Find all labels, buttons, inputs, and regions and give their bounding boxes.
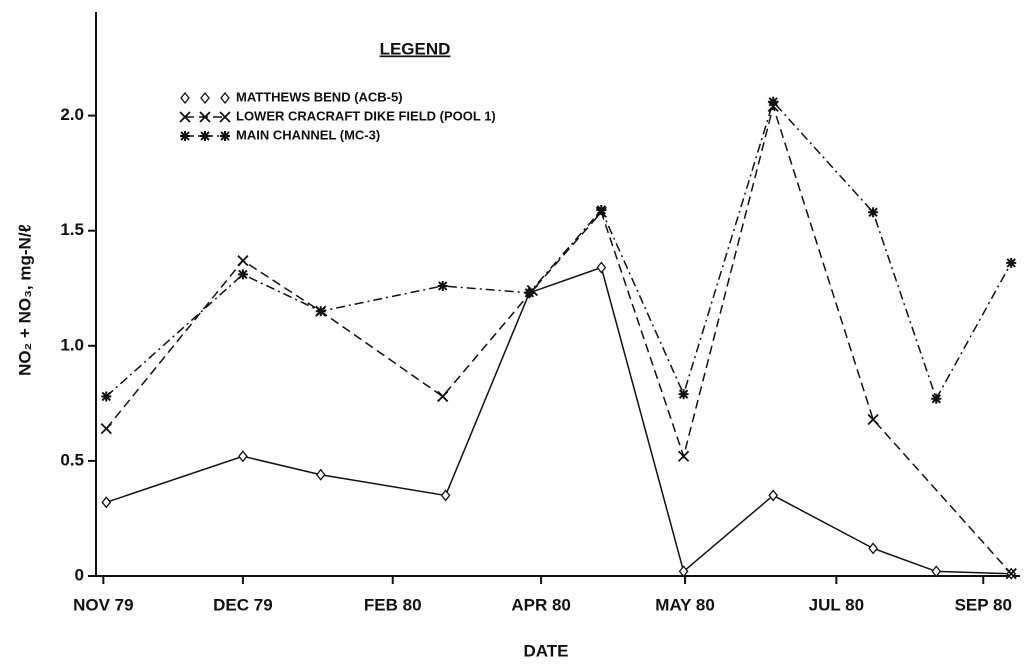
marker (678, 565, 689, 578)
y-axis-label: NO₂ + NO₃, mg-N/ℓ (15, 224, 34, 376)
marker (931, 565, 942, 578)
x-tick-label: FEB 80 (364, 595, 422, 614)
legend-marker (220, 91, 230, 105)
y-tick-label: 1.5 (60, 220, 84, 239)
marker (678, 389, 689, 400)
x-tick-label: SEP 80 (955, 595, 1012, 614)
x-tick-label: JUL 80 (809, 595, 864, 614)
marker (100, 423, 112, 435)
marker (1005, 568, 1017, 580)
marker (237, 254, 249, 267)
legend-marker (200, 131, 210, 141)
y-tick-label: 1.0 (60, 335, 84, 354)
legend-marker (179, 111, 191, 123)
marker (524, 287, 535, 298)
legend-marker (219, 111, 231, 123)
marker (238, 450, 248, 463)
series-line (105, 103, 1012, 575)
legend-label: MATTHEWS BEND (ACB-5) (236, 89, 403, 104)
legend-marker (199, 111, 211, 123)
marker (315, 306, 326, 317)
marker (437, 390, 449, 403)
legend-marker (220, 131, 230, 141)
x-tick-label: NOV 79 (73, 595, 133, 614)
marker (677, 450, 690, 462)
marker (868, 207, 879, 218)
marker (596, 204, 607, 215)
marker (931, 393, 942, 404)
marker (440, 489, 451, 502)
legend-marker (180, 131, 190, 141)
marker (101, 496, 112, 509)
marker (868, 542, 878, 555)
x-tick-label: DEC 79 (213, 595, 273, 614)
y-tick-label: 2.0 (60, 105, 84, 124)
legend-title: LEGEND (380, 39, 451, 58)
legend-marker (180, 91, 190, 105)
marker (315, 468, 326, 481)
x-axis-label: DATE (523, 641, 568, 660)
x-tick-label: APR 80 (511, 595, 571, 614)
legend-label: LOWER CRACRAFT DIKE FIELD (POOL 1) (236, 108, 496, 123)
marker (768, 489, 779, 502)
marker (867, 413, 879, 426)
y-tick-label: 0 (75, 565, 84, 584)
marker (437, 280, 448, 291)
marker (596, 261, 607, 274)
x-tick-label: MAY 80 (655, 595, 715, 614)
series-line (105, 100, 1012, 401)
marker (768, 96, 779, 107)
legend-label: MAIN CHANNEL (MC-3) (236, 127, 380, 142)
marker (1006, 257, 1017, 268)
marker (237, 269, 248, 280)
marker (101, 391, 112, 402)
y-tick-label: 0.5 (60, 450, 84, 469)
legend-marker (200, 91, 210, 105)
